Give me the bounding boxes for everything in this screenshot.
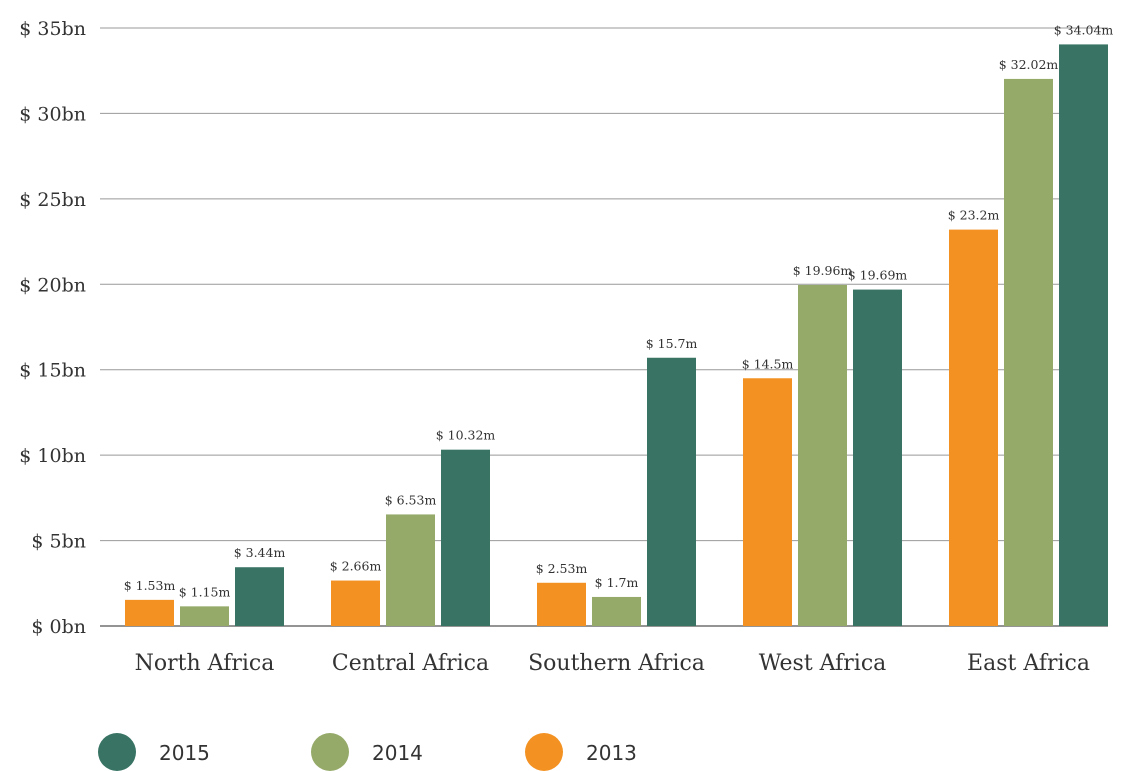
bar [125,599,174,626]
data-label: $ 34.04m [1054,22,1114,37]
y-tick-label: $ 15bn [19,360,86,382]
y-tick-label: $ 30bn [19,103,86,125]
legend-label: 2013 [586,741,637,765]
data-label: $ 23.2m [948,208,1000,223]
legend-label: 2015 [159,741,210,765]
data-labels: $ 1.53m $ 1.15m $ 3.44m $ 2.66m $ 6.53m $ 10.… [124,22,1114,599]
data-label: $ 6.53m [385,492,437,507]
data-label: $ 1.15m [179,584,231,599]
data-label: $ 10.32m [436,428,496,443]
y-axis-ticks: $ 0bn $ 5bn $ 10bn $ 15bn $ 20bn $ 25bn $ 30bn… [19,18,86,638]
bar [647,357,696,626]
x-category-label: North Africa [135,651,275,676]
x-axis-categories: North Africa Central Africa Southern Afric… [135,651,1090,676]
y-tick-label: $ 5bn [31,531,86,553]
y-tick-label: $ 20bn [19,274,86,296]
y-tick-label: $ 10bn [19,445,86,467]
legend-swatch [98,733,136,771]
data-label: $ 15.7m [646,336,698,351]
bar [441,449,490,626]
data-label: $ 19.69m [848,268,908,283]
legend-swatch [311,733,349,771]
data-label: $ 32.02m [999,57,1059,72]
data-label: $ 1.53m [124,578,176,593]
y-tick-label: $ 25bn [19,189,86,211]
bar [743,378,792,626]
bar [331,580,380,626]
data-label: $ 1.7m [595,575,639,590]
bar [798,284,847,626]
legend-swatch [525,733,563,771]
data-label: $ 2.53m [536,561,588,576]
x-category-label: Southern Africa [528,651,705,676]
y-tick-label: $ 0bn [31,616,86,638]
gridlines [100,27,1108,627]
legend: 2015 2014 2013 [98,733,637,771]
data-label: $ 19.96m [793,263,853,278]
bar [386,514,435,626]
bar [235,567,284,626]
x-category-label: East Africa [967,651,1090,676]
y-tick-label: $ 35bn [19,18,86,40]
bar [949,229,998,626]
bars [125,44,1108,627]
x-category-label: West Africa [759,651,887,676]
bar [537,582,586,626]
bar [1004,78,1053,627]
data-label: $ 14.5m [742,356,794,371]
data-label: $ 2.66m [330,559,382,574]
bar [1059,44,1108,627]
legend-label: 2014 [372,741,423,765]
bar [180,606,229,626]
bar [853,289,902,626]
x-category-label: Central Africa [332,651,489,676]
bar [592,596,641,626]
data-label: $ 3.44m [234,545,286,560]
